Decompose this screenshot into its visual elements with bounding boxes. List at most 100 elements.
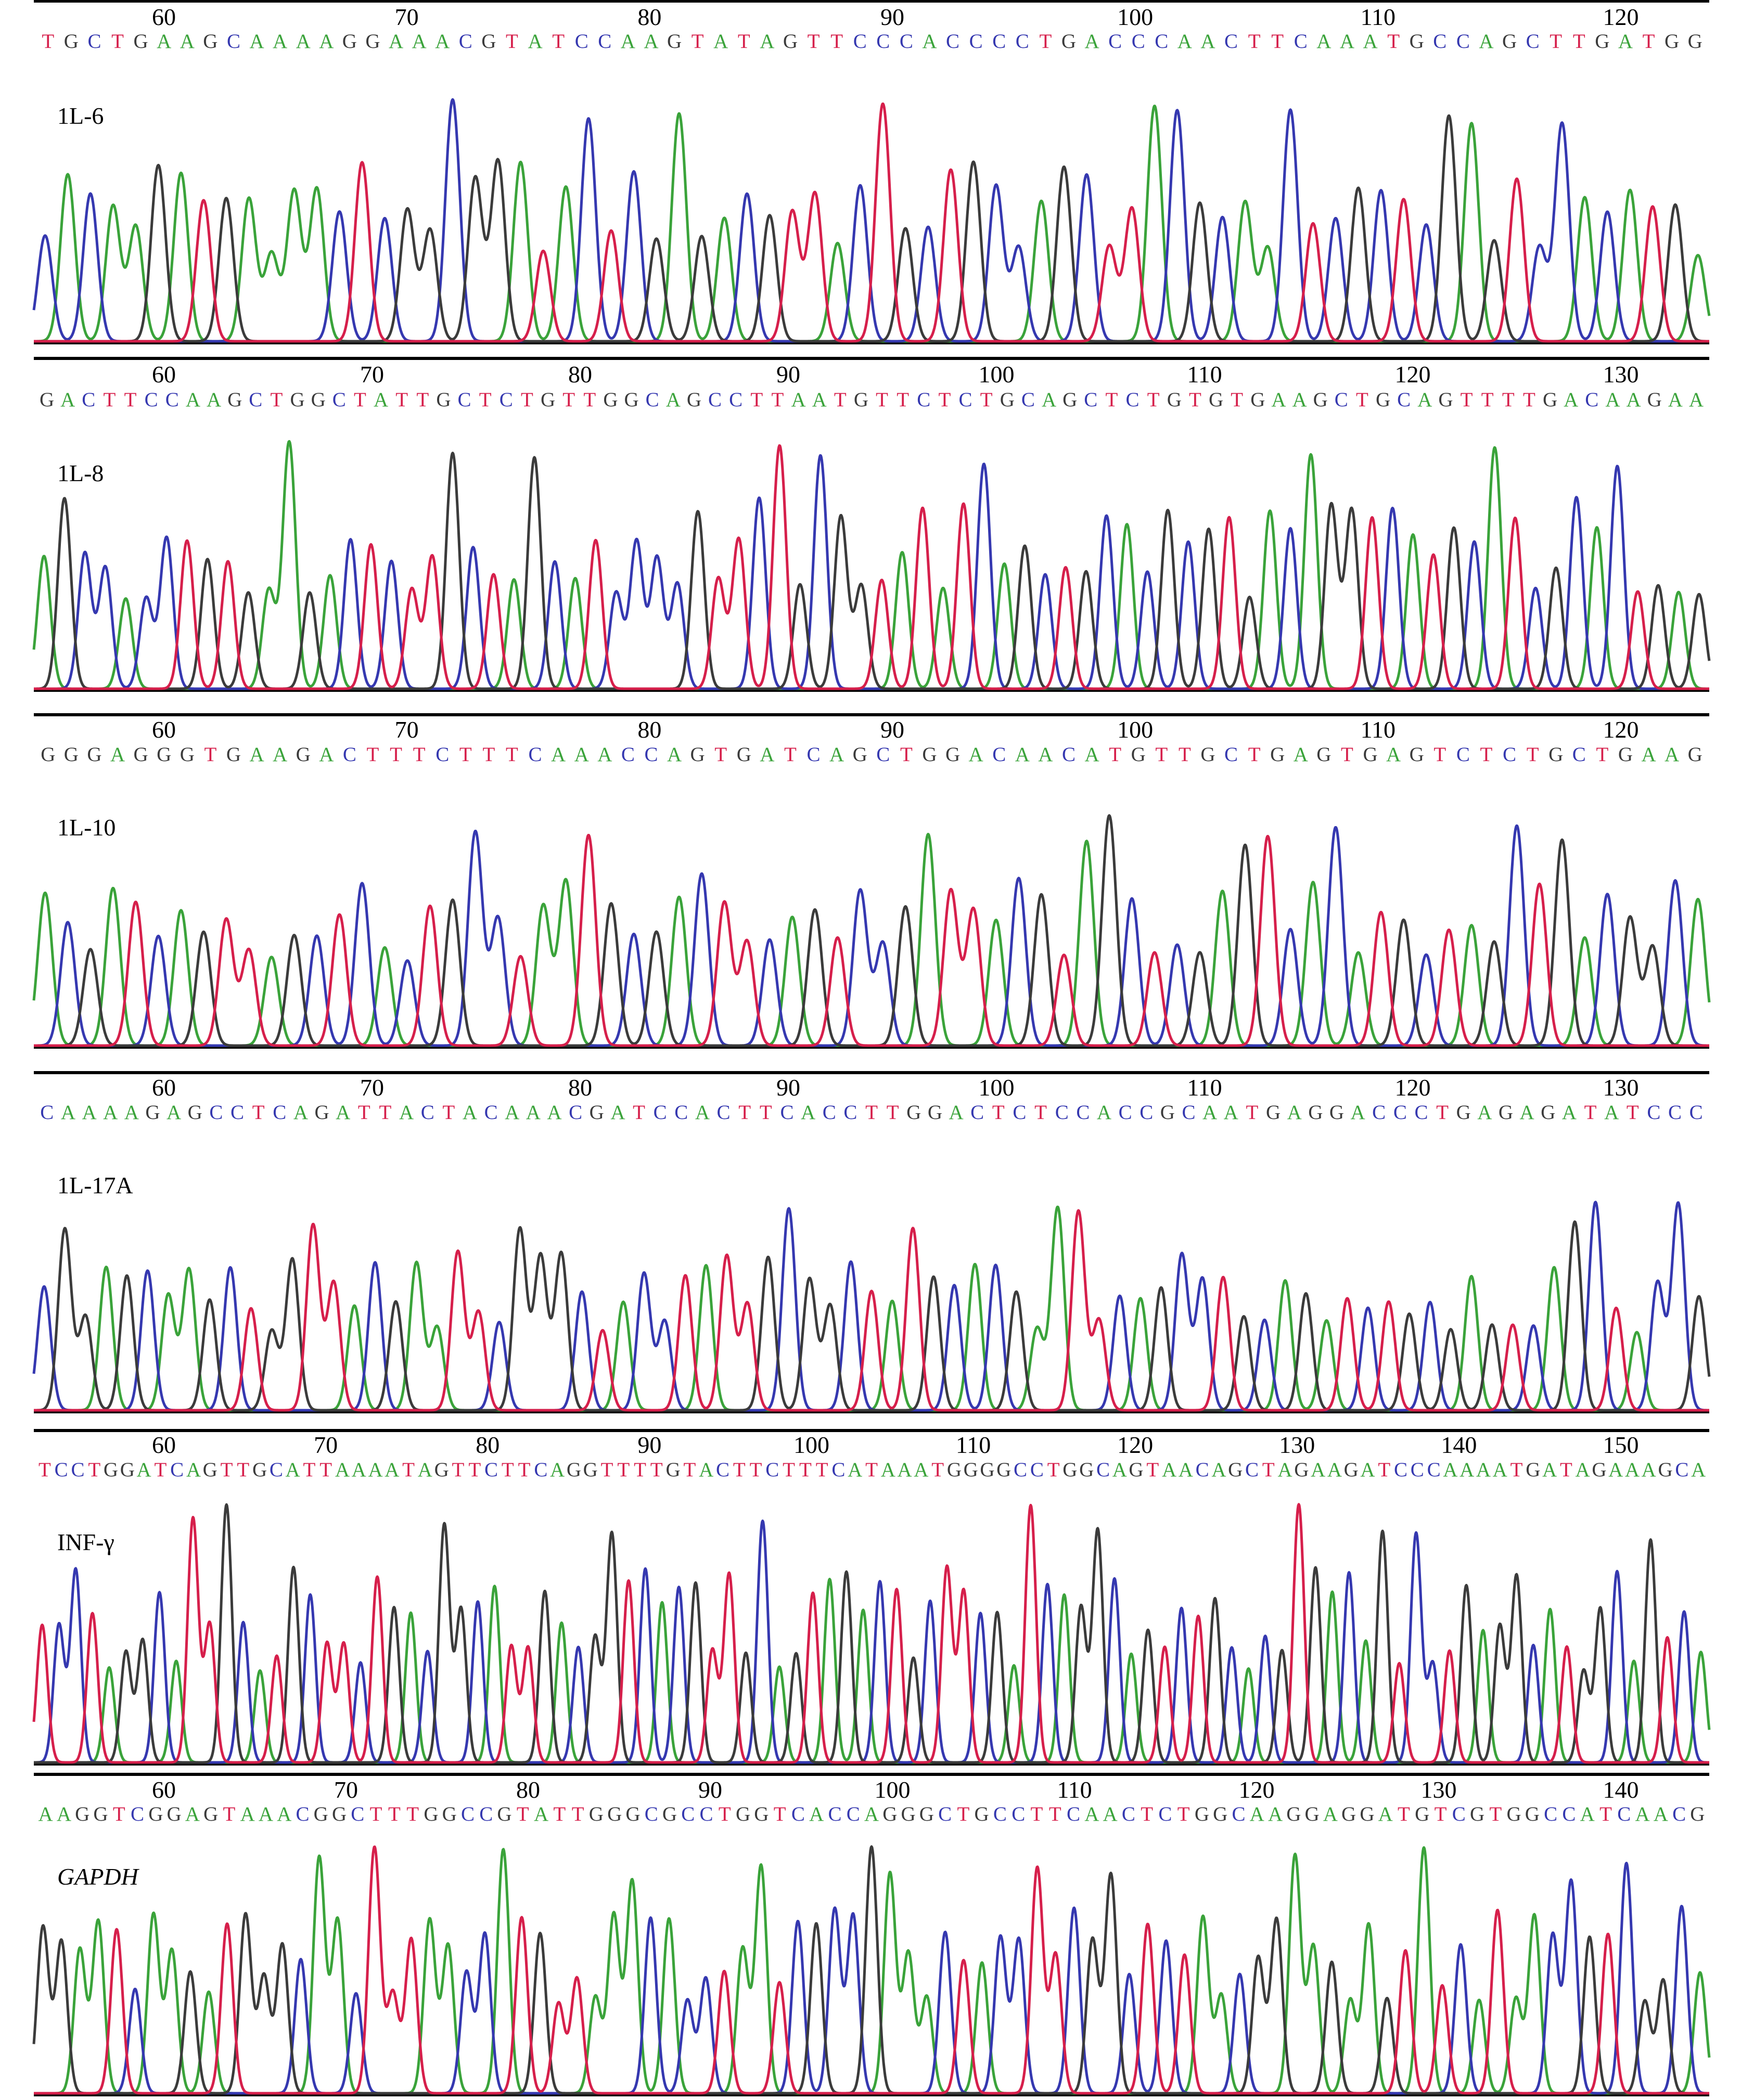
position-tick: 80 <box>637 716 661 743</box>
base-call: A <box>296 30 311 53</box>
base-call: G <box>64 743 79 766</box>
base-call: C <box>823 1101 836 1124</box>
base-call: A <box>848 1459 862 1481</box>
base-call: C <box>645 1803 658 1825</box>
base-call: T <box>1480 743 1493 766</box>
base-call: T <box>1155 743 1168 766</box>
position-tick: 90 <box>880 4 904 30</box>
base-call: A <box>412 30 427 53</box>
base-call: C <box>569 1101 582 1124</box>
base-call: C <box>479 1803 493 1825</box>
base-call: A <box>1363 30 1377 53</box>
base-call: C <box>970 1101 984 1124</box>
base-call: C <box>876 743 890 766</box>
base-call: T <box>1177 1803 1190 1825</box>
base-call: A <box>1626 389 1641 411</box>
base-call: A <box>534 1803 548 1825</box>
base-call: T <box>1109 743 1121 766</box>
position-tick: 90 <box>880 716 904 743</box>
base-call: C <box>847 1803 860 1825</box>
base-call: A <box>389 30 403 53</box>
base-call: T <box>1147 389 1160 411</box>
base-call: T <box>506 743 518 766</box>
base-call: C <box>1411 1459 1424 1481</box>
base-call: C <box>1122 1803 1135 1825</box>
base-call: T <box>452 1459 465 1481</box>
base-call: A <box>864 1803 879 1825</box>
base-call: A <box>1564 389 1578 411</box>
base-call: A <box>1292 389 1307 411</box>
base-call: G <box>1213 1803 1227 1825</box>
base-call: A <box>667 743 682 766</box>
base-call: T <box>1356 389 1368 411</box>
base-call: C <box>1126 389 1140 411</box>
base-call: T <box>1341 743 1353 766</box>
base-call: A <box>881 1459 895 1481</box>
base-call: A <box>949 1101 963 1124</box>
base-call: A <box>1386 743 1401 766</box>
base-call: T <box>816 1459 828 1481</box>
trace-A <box>32 833 1711 1047</box>
base-call: G <box>928 1101 942 1124</box>
base-call: T <box>1627 1101 1639 1124</box>
base-call: C <box>853 30 867 53</box>
base-call: T <box>416 389 429 411</box>
base-call: C <box>534 1459 547 1481</box>
base-call: A <box>249 743 264 766</box>
base-call: T <box>442 1101 455 1124</box>
trace-T <box>33 444 1710 690</box>
base-call: A <box>336 1101 350 1124</box>
base-call: G <box>41 743 55 766</box>
base-call: T <box>111 30 124 53</box>
base-call: A <box>157 30 171 53</box>
base-call: G <box>690 743 705 766</box>
base-call: A <box>1580 1803 1595 1825</box>
base-call: A <box>57 1803 71 1825</box>
base-call: A <box>335 1459 350 1481</box>
base-call: T <box>221 1459 233 1481</box>
base-call: A <box>39 1803 53 1825</box>
base-call: T <box>237 1459 249 1481</box>
position-tick: 80 <box>476 1432 500 1458</box>
base-call: C <box>959 389 972 411</box>
base-call: A <box>1268 1803 1283 1825</box>
position-tick: 110 <box>1057 1776 1092 1803</box>
base-call: C <box>1224 743 1238 766</box>
base-call: T <box>834 389 847 411</box>
base-call: G <box>625 1803 640 1825</box>
trace-T <box>33 102 1710 343</box>
base-call: T <box>876 389 888 411</box>
base-call: G <box>1286 1803 1301 1825</box>
position-tick: 120 <box>1395 1074 1431 1101</box>
base-call: C <box>876 30 890 53</box>
base-call: A <box>1084 1803 1099 1825</box>
base-call: T <box>413 743 426 766</box>
base-call: G <box>145 1101 160 1124</box>
base-call: T <box>683 1459 696 1481</box>
base-call: G <box>853 743 867 766</box>
base-call: A <box>385 1459 399 1481</box>
base-call: T <box>1034 1101 1047 1124</box>
base-call: G <box>167 1803 181 1825</box>
base-call: A <box>1277 1459 1292 1481</box>
position-tick: 60 <box>152 361 176 388</box>
base-call: G <box>1250 389 1265 411</box>
base-call: C <box>1084 389 1097 411</box>
base-call: C <box>1456 743 1470 766</box>
base-call: C <box>708 389 722 411</box>
position-tick: 90 <box>776 361 800 388</box>
base-call: G <box>1270 743 1285 766</box>
base-call: T <box>354 389 366 411</box>
position-tick: 90 <box>637 1432 661 1458</box>
base-call: A <box>1311 1459 1325 1481</box>
base-call: C <box>716 1459 729 1481</box>
base-call: G <box>40 389 54 411</box>
base-call: T <box>395 389 408 411</box>
base-call: G <box>311 389 326 411</box>
panel-label: GAPDH <box>57 1863 140 1890</box>
base-call: T <box>714 743 727 766</box>
base-call: C <box>1427 1459 1441 1481</box>
base-call: T <box>1573 30 1585 53</box>
base-call: C <box>270 1459 283 1481</box>
base-call: C <box>1030 1459 1044 1481</box>
